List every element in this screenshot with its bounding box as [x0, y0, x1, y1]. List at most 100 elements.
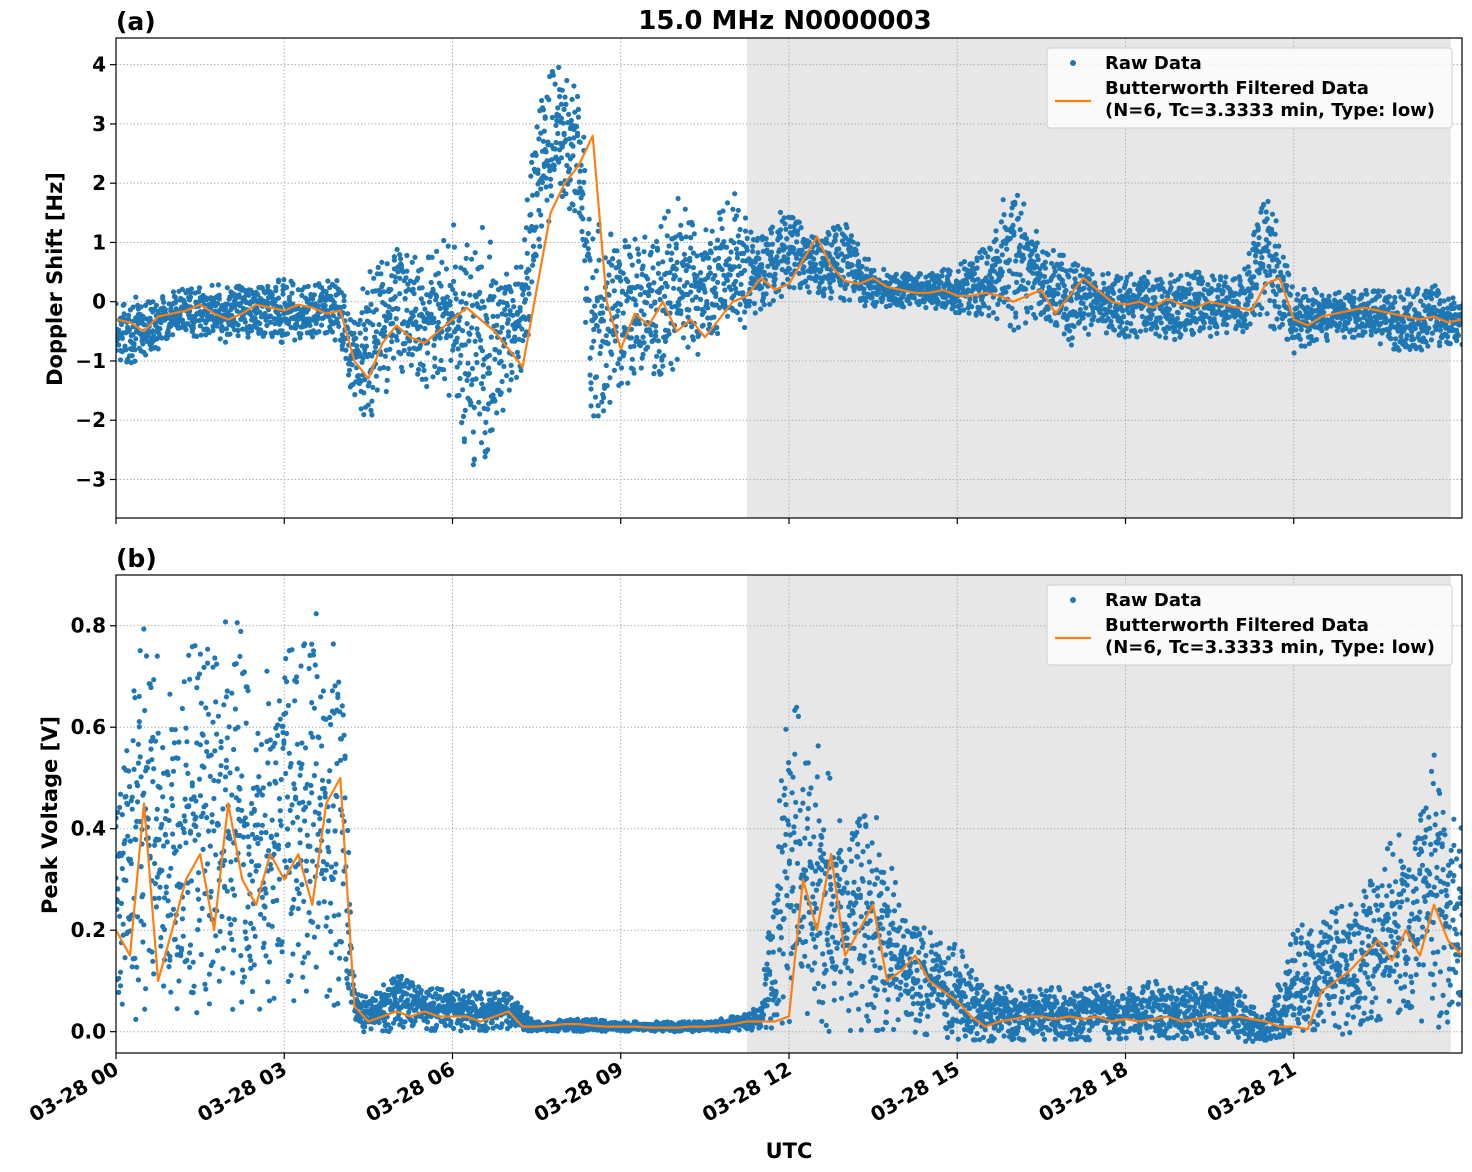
raw-data-point — [791, 246, 797, 252]
raw-data-point — [1396, 347, 1402, 353]
raw-data-point — [480, 374, 486, 380]
raw-data-point — [222, 787, 229, 793]
raw-data-point — [742, 324, 748, 331]
raw-data-point — [589, 345, 595, 351]
raw-data-point — [116, 815, 119, 821]
raw-data-point — [990, 310, 996, 316]
raw-data-point — [129, 353, 135, 359]
raw-data-point — [1069, 335, 1075, 341]
raw-data-point — [1273, 251, 1279, 257]
raw-data-point — [706, 255, 712, 261]
raw-data-point — [227, 331, 233, 337]
raw-data-point — [175, 320, 181, 326]
raw-data-point — [176, 978, 182, 984]
raw-data-point — [671, 285, 677, 291]
raw-data-point — [1034, 240, 1040, 246]
raw-data-point — [159, 335, 165, 341]
raw-data-point — [179, 286, 185, 292]
raw-data-point — [204, 739, 210, 745]
raw-data-point — [591, 326, 597, 333]
raw-data-point — [231, 947, 237, 953]
raw-data-point — [1040, 283, 1046, 289]
raw-data-point — [1100, 272, 1106, 278]
raw-data-point — [634, 334, 640, 341]
raw-data-point — [201, 764, 207, 770]
raw-data-point — [530, 192, 536, 198]
raw-data-point — [210, 664, 216, 670]
raw-data-point — [394, 246, 400, 253]
raw-data-point — [375, 340, 381, 346]
raw-data-point — [116, 906, 120, 912]
raw-data-point — [369, 353, 375, 359]
raw-data-point — [196, 289, 202, 295]
raw-data-point — [863, 298, 869, 304]
raw-data-point — [171, 740, 177, 746]
raw-data-point — [489, 427, 495, 433]
raw-data-point — [428, 279, 434, 286]
raw-data-point — [1117, 288, 1123, 294]
raw-data-point — [381, 364, 387, 371]
raw-data-point — [410, 313, 416, 319]
raw-data-point — [737, 301, 743, 308]
raw-data-point — [168, 989, 174, 995]
raw-data-point — [785, 276, 791, 282]
raw-data-point — [316, 329, 322, 335]
raw-data-point — [141, 922, 147, 928]
raw-data-point — [200, 732, 206, 738]
raw-data-point — [439, 259, 445, 265]
raw-data-point — [1255, 224, 1261, 230]
raw-data-point — [565, 152, 571, 158]
raw-data-point — [1168, 272, 1174, 278]
raw-data-point — [721, 239, 727, 245]
raw-data-point — [230, 886, 236, 892]
raw-data-point — [1076, 319, 1083, 325]
raw-data-point — [662, 293, 668, 299]
raw-data-point — [135, 760, 141, 766]
raw-data-point — [627, 289, 634, 295]
raw-data-point — [1243, 311, 1250, 317]
raw-data-point — [140, 892, 146, 898]
raw-data-point — [1035, 256, 1041, 263]
raw-data-point — [1390, 305, 1396, 311]
raw-data-point — [844, 281, 850, 287]
raw-data-point — [153, 302, 159, 308]
raw-data-point — [881, 266, 887, 272]
raw-data-point — [373, 329, 379, 335]
raw-data-point — [590, 236, 596, 242]
raw-data-point — [509, 369, 515, 375]
raw-data-point — [569, 96, 575, 102]
raw-data-point — [150, 958, 156, 964]
raw-data-point — [1375, 288, 1382, 294]
raw-data-point — [275, 295, 282, 301]
raw-data-point — [998, 219, 1005, 225]
raw-data-point — [227, 770, 233, 776]
raw-data-point — [782, 221, 788, 227]
raw-data-point — [1157, 315, 1163, 321]
raw-data-point — [1055, 291, 1061, 297]
raw-data-point — [151, 333, 157, 339]
raw-data-point — [125, 833, 131, 839]
raw-data-point — [476, 333, 482, 339]
raw-data-point — [763, 291, 769, 297]
raw-data-point — [215, 822, 221, 828]
raw-data-point — [566, 136, 573, 142]
raw-data-point — [180, 826, 186, 832]
raw-data-point — [1271, 298, 1277, 304]
raw-data-point — [1289, 284, 1295, 290]
raw-data-point — [986, 313, 992, 319]
raw-data-point — [1235, 319, 1241, 325]
raw-data-point — [116, 347, 119, 353]
raw-data-point — [172, 727, 178, 733]
raw-data-point — [1021, 201, 1027, 207]
legend-raw-label: Raw Data — [1105, 53, 1202, 74]
raw-data-point — [769, 224, 776, 230]
raw-data-point — [404, 252, 410, 259]
raw-data-point — [649, 288, 655, 294]
raw-data-point — [601, 318, 607, 324]
raw-data-point — [1271, 268, 1277, 274]
raw-data-point — [284, 331, 291, 337]
raw-data-point — [622, 238, 628, 244]
raw-data-point — [231, 917, 238, 923]
raw-data-point — [1207, 315, 1213, 321]
raw-data-point — [138, 304, 144, 310]
